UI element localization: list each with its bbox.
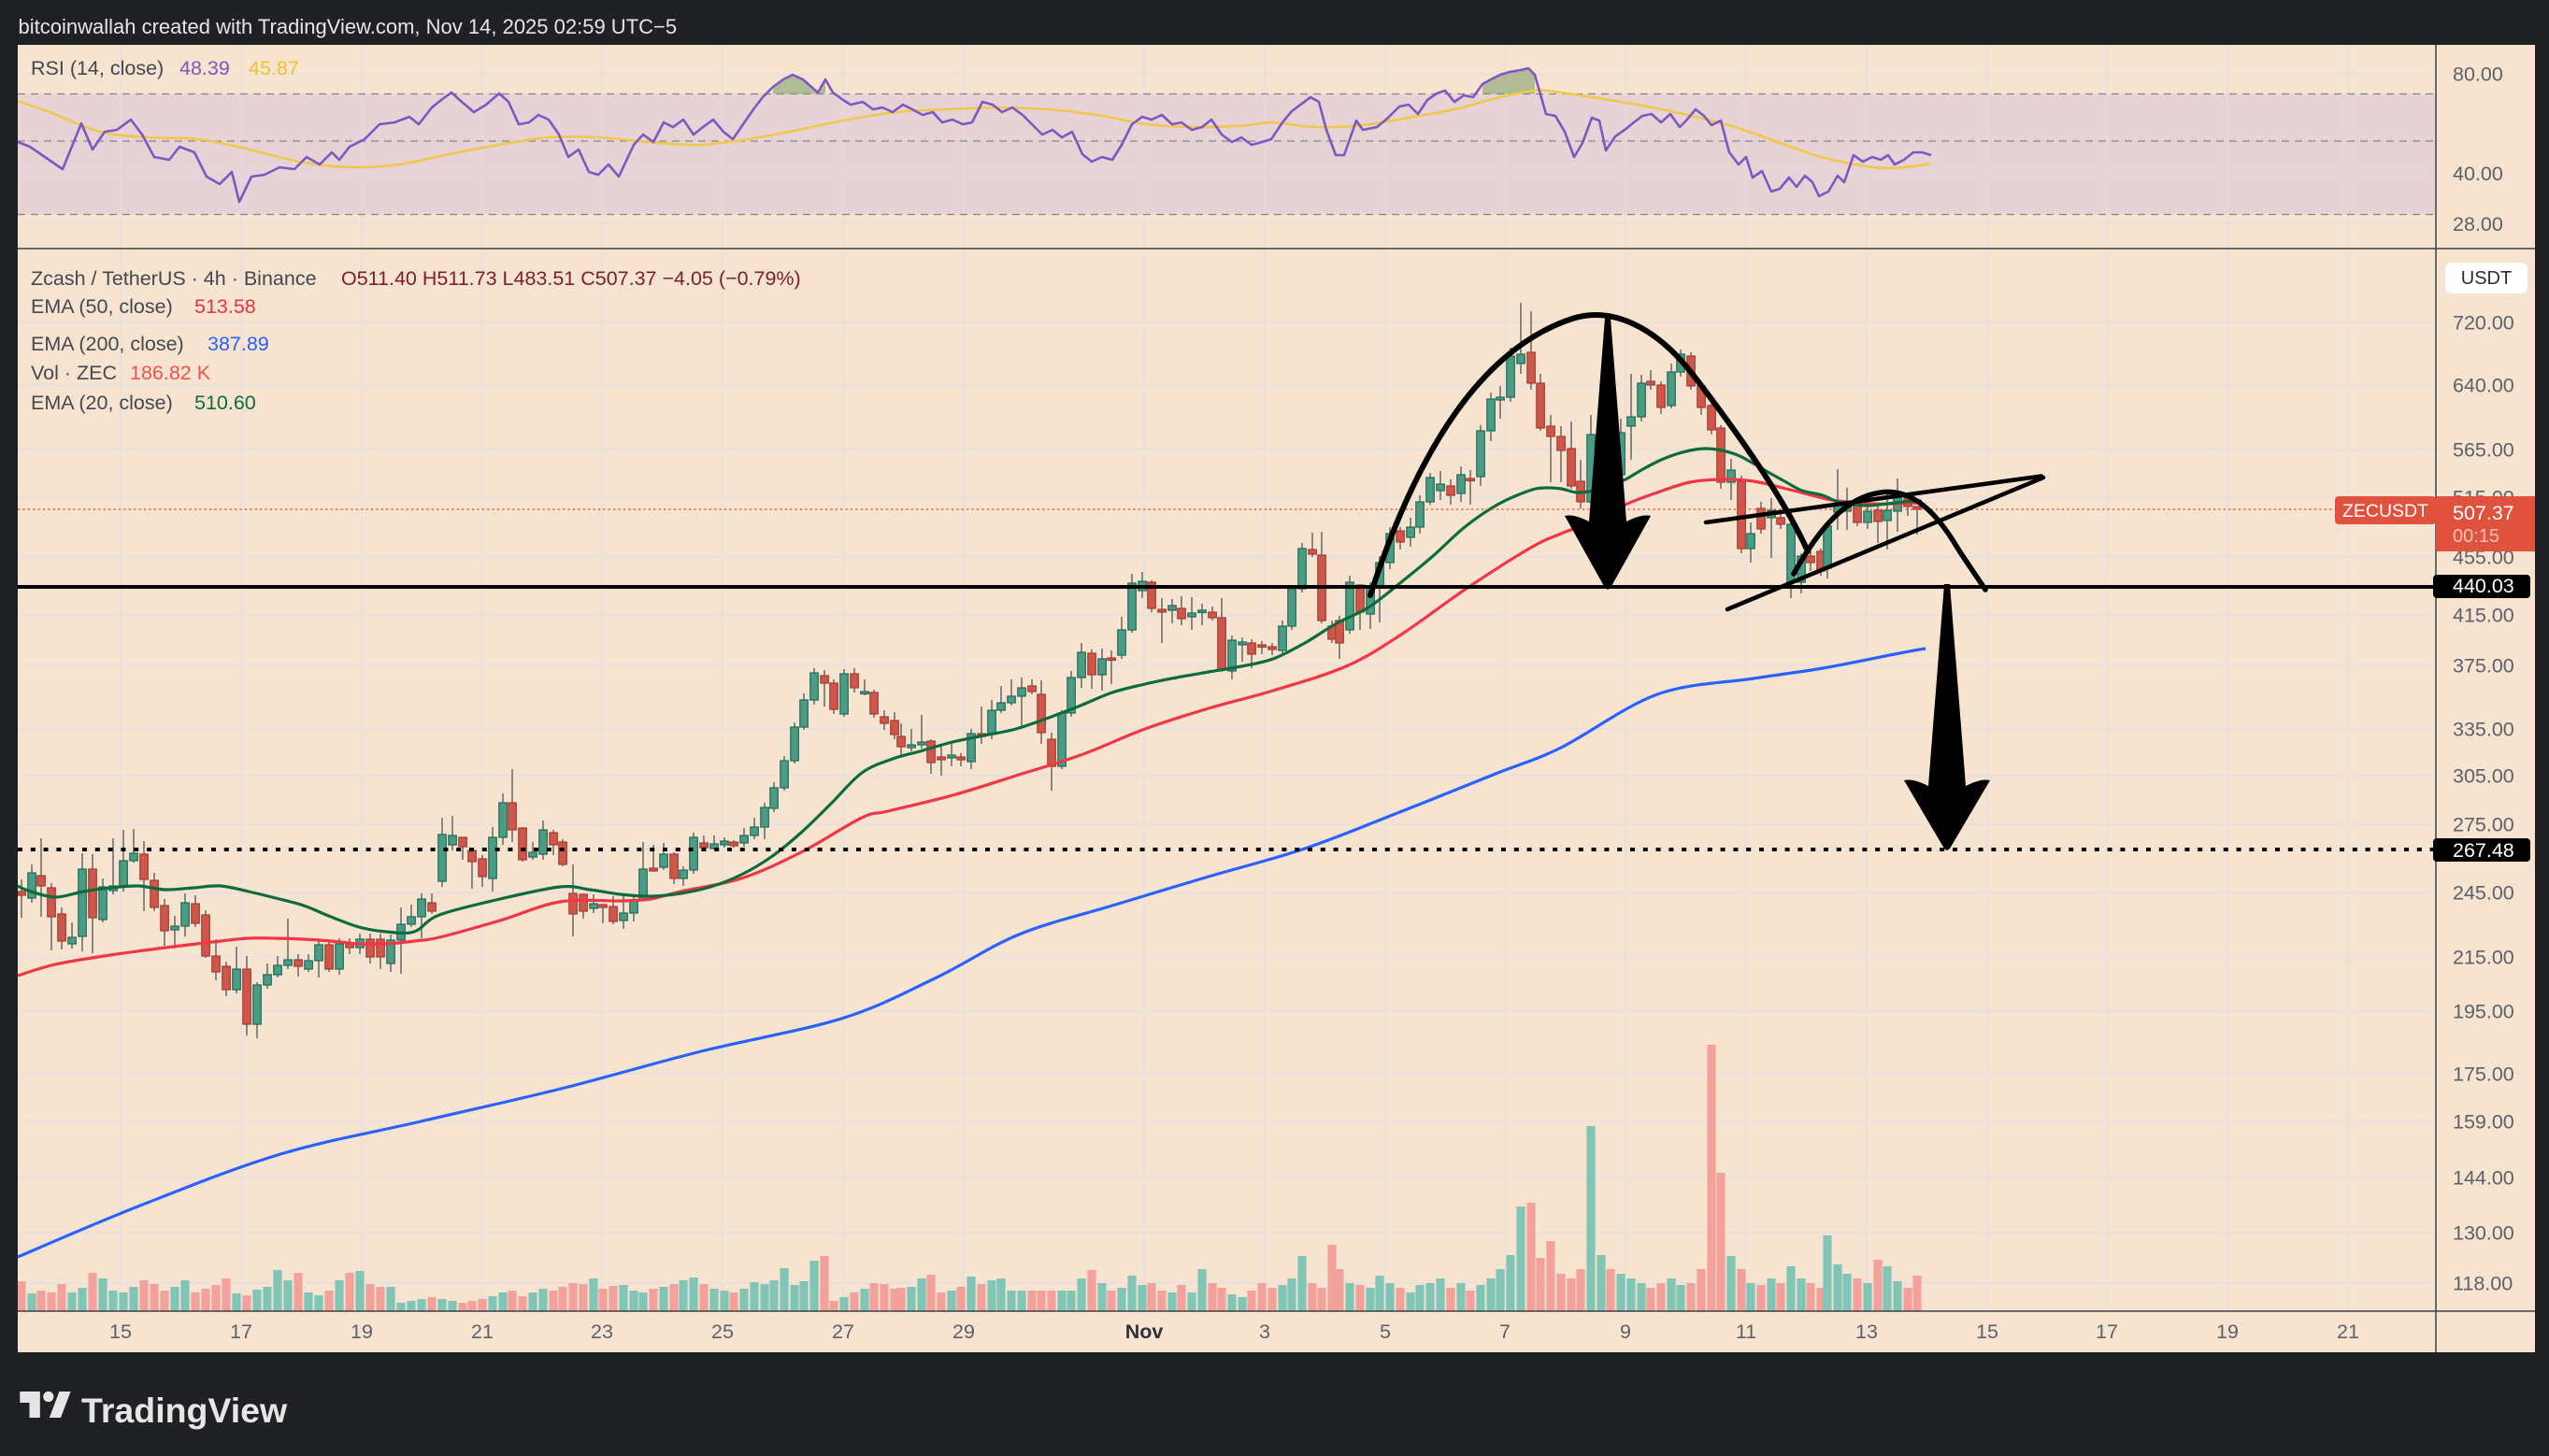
- svg-text:415.00: 415.00: [2453, 605, 2514, 627]
- svg-text:15: 15: [1976, 1320, 1998, 1343]
- svg-text:15: 15: [109, 1320, 132, 1343]
- svg-text:EMA (50, close): EMA (50, close): [31, 295, 173, 318]
- svg-text:510.60: 510.60: [194, 392, 256, 414]
- svg-text:275.00: 275.00: [2453, 814, 2514, 836]
- svg-text:11: 11: [1736, 1320, 1756, 1343]
- svg-text:175.00: 175.00: [2453, 1063, 2514, 1086]
- svg-text:17: 17: [2096, 1320, 2118, 1343]
- svg-text:USDT: USDT: [2461, 268, 2512, 289]
- svg-text:80.00: 80.00: [2453, 64, 2503, 86]
- svg-text:186.82 K: 186.82 K: [130, 362, 211, 384]
- svg-text:Nov: Nov: [1125, 1320, 1164, 1343]
- svg-text:19: 19: [351, 1320, 373, 1343]
- svg-text:440.03: 440.03: [2453, 575, 2514, 597]
- svg-text:bitcoinwallah created with Tra: bitcoinwallah created with TradingView.c…: [19, 15, 678, 38]
- svg-text:EMA (20, close): EMA (20, close): [31, 392, 173, 414]
- svg-text:118.00: 118.00: [2453, 1273, 2513, 1295]
- svg-text:RSI (14, close): RSI (14, close): [31, 57, 164, 79]
- svg-text:507.37: 507.37: [2453, 502, 2514, 524]
- svg-text:3: 3: [1259, 1320, 1270, 1343]
- svg-text:28.00: 28.00: [2453, 213, 2503, 236]
- svg-text:144.00: 144.00: [2453, 1167, 2514, 1190]
- svg-text:29: 29: [952, 1320, 975, 1343]
- svg-text:7: 7: [1499, 1320, 1511, 1343]
- svg-text:130.00: 130.00: [2453, 1222, 2514, 1245]
- svg-text:245.00: 245.00: [2453, 882, 2514, 905]
- svg-text:EMA (200, close): EMA (200, close): [31, 333, 184, 355]
- svg-text:215.00: 215.00: [2453, 947, 2514, 969]
- svg-text:23: 23: [591, 1320, 613, 1343]
- svg-text:565.00: 565.00: [2453, 439, 2514, 462]
- svg-text:O511.40 H511.73 L483.51 C50: O511.40 H511.73 L483.51 C507.37 −4.05 (−…: [341, 267, 801, 290]
- svg-text:17: 17: [230, 1320, 252, 1343]
- svg-text:5: 5: [1380, 1320, 1391, 1343]
- svg-text:Vol · ZEC: Vol · ZEC: [31, 362, 117, 384]
- svg-text:513.58: 513.58: [194, 295, 256, 318]
- svg-text:00:15: 00:15: [2453, 526, 2499, 547]
- svg-text:48.39: 48.39: [179, 57, 230, 79]
- svg-text:9: 9: [1620, 1320, 1631, 1343]
- svg-text:640.00: 640.00: [2453, 375, 2514, 397]
- svg-text:720.00: 720.00: [2453, 312, 2514, 335]
- svg-text:ZECUSDT: ZECUSDT: [2342, 501, 2428, 521]
- svg-text:305.00: 305.00: [2453, 765, 2514, 788]
- svg-text:387.89: 387.89: [208, 333, 269, 355]
- svg-text:335.00: 335.00: [2453, 719, 2514, 741]
- svg-text:159.00: 159.00: [2453, 1111, 2514, 1134]
- svg-text:19: 19: [2216, 1320, 2239, 1343]
- svg-text:195.00: 195.00: [2453, 1001, 2514, 1023]
- svg-text:13: 13: [1855, 1320, 1878, 1343]
- svg-text:21: 21: [2337, 1320, 2359, 1343]
- svg-text:267.48: 267.48: [2453, 839, 2514, 862]
- svg-text:375.00: 375.00: [2453, 655, 2514, 678]
- svg-text:45.87: 45.87: [249, 57, 299, 79]
- svg-text:40.00: 40.00: [2453, 163, 2503, 185]
- svg-text:Zcash / TetherUS · 4h · Binanc: Zcash / TetherUS · 4h · Binance: [31, 267, 317, 290]
- svg-text:25: 25: [711, 1320, 734, 1343]
- svg-text:TradingView: TradingView: [81, 1391, 288, 1430]
- svg-text:21: 21: [471, 1320, 494, 1343]
- svg-text:27: 27: [832, 1320, 854, 1343]
